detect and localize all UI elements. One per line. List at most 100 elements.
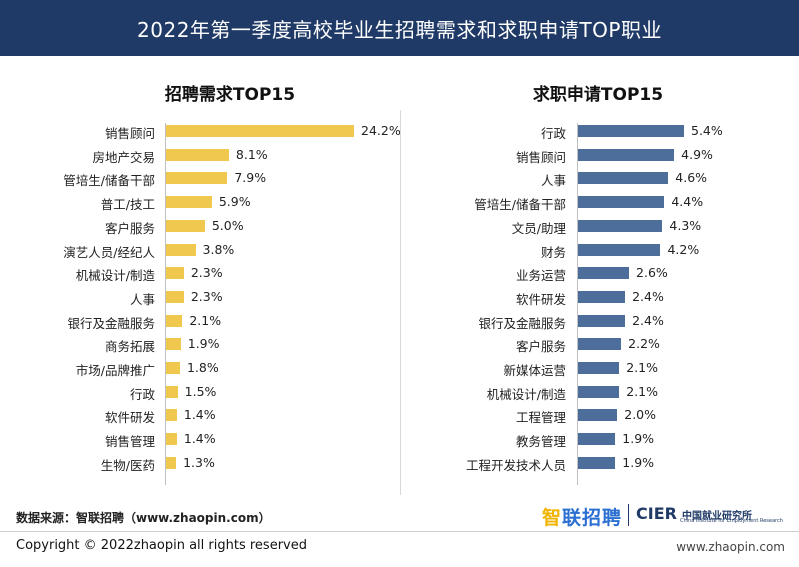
value-label: 2.4% bbox=[632, 312, 664, 328]
category-label: 生物/医药 bbox=[100, 457, 155, 473]
category-label: 银行及金融服务 bbox=[478, 315, 566, 331]
value-label: 2.3% bbox=[190, 265, 223, 281]
bar bbox=[578, 456, 616, 469]
value-label: 1.9% bbox=[187, 336, 220, 352]
category-label: 普工/技工 bbox=[100, 197, 155, 213]
category-label: 演艺人员/经纪人 bbox=[63, 244, 155, 260]
value-label: 4.2% bbox=[667, 241, 700, 257]
category-label: 管培生/储备干部 bbox=[63, 173, 155, 189]
cier-logo-en: China Institute for Employment Research bbox=[680, 518, 783, 524]
zhaopin-logo-char: 智 bbox=[542, 507, 563, 529]
bar bbox=[578, 362, 620, 374]
zhaopin-logo-text: 联招聘 bbox=[562, 507, 623, 529]
bar bbox=[578, 172, 669, 185]
bar bbox=[578, 267, 630, 280]
value-label: 2.1% bbox=[189, 312, 222, 328]
category-label: 教务管理 bbox=[515, 434, 566, 450]
category-label: 新媒体运营 bbox=[503, 363, 566, 378]
value-label: 3.8% bbox=[202, 241, 235, 257]
value-label: 2.2% bbox=[628, 336, 660, 352]
cier-logo-cn: 中国就业研究所 bbox=[682, 511, 753, 522]
category-label: 客户服务 bbox=[515, 339, 566, 355]
chart-divider bbox=[400, 110, 401, 495]
bar bbox=[578, 409, 618, 422]
bar bbox=[166, 267, 184, 280]
logo-divider bbox=[628, 504, 629, 526]
bar bbox=[166, 385, 178, 398]
category-label: 客户服务 bbox=[104, 220, 155, 236]
bar bbox=[578, 290, 626, 303]
value-label: 1.4% bbox=[183, 407, 216, 423]
value-label: 4.6% bbox=[675, 170, 708, 186]
value-label: 2.0% bbox=[624, 407, 657, 423]
bar bbox=[166, 243, 196, 256]
website-url: www.zhaopin.com bbox=[676, 540, 785, 554]
value-label: 5.4% bbox=[691, 123, 723, 138]
value-label: 1.3% bbox=[183, 454, 215, 470]
value-label: 1.4% bbox=[183, 431, 216, 447]
cier-logo-text: CIER bbox=[636, 504, 677, 523]
value-label: 2.1% bbox=[626, 360, 658, 375]
category-label: 工程管理 bbox=[515, 410, 566, 426]
data-source-note: 数据来源：智联招聘（www.zhaopin.com） bbox=[16, 511, 271, 525]
category-label: 软件研发 bbox=[515, 291, 566, 307]
bar bbox=[578, 385, 620, 398]
bar bbox=[578, 196, 665, 209]
value-label: 2.1% bbox=[626, 383, 658, 399]
left-chart-title: 招聘需求TOP15 bbox=[164, 85, 296, 105]
category-label: 销售管理 bbox=[104, 434, 155, 450]
value-label: 4.4% bbox=[671, 194, 704, 210]
value-label: 8.1% bbox=[235, 146, 268, 162]
value-label: 2.3% bbox=[190, 288, 223, 304]
bar bbox=[166, 172, 228, 185]
category-label: 软件研发 bbox=[104, 410, 155, 426]
right-chart-title: 求职申请TOP15 bbox=[532, 85, 664, 105]
value-label: 1.9% bbox=[622, 431, 655, 447]
category-label: 机械设计/制造 bbox=[486, 386, 566, 402]
value-label: 1.5% bbox=[184, 383, 217, 399]
bar bbox=[578, 243, 661, 256]
page-title: 2022年第一季度高校毕业生招聘需求和求职申请TOP职业 bbox=[137, 17, 662, 42]
category-label: 行政 bbox=[540, 126, 566, 141]
category-label: 人事 bbox=[540, 173, 566, 189]
copyright-text: Copyright © 2022zhaopin all rights reser… bbox=[16, 538, 307, 553]
bar bbox=[166, 290, 184, 303]
category-label: 财务 bbox=[540, 244, 566, 260]
bar bbox=[578, 314, 626, 327]
category-label: 工程开发技术人员 bbox=[465, 457, 566, 473]
bar bbox=[578, 433, 616, 446]
bar bbox=[166, 433, 177, 446]
bar bbox=[166, 362, 180, 374]
category-label: 商务拓展 bbox=[104, 339, 155, 355]
category-label: 人事 bbox=[129, 291, 155, 307]
bar bbox=[578, 338, 622, 351]
value-label: 2.4% bbox=[632, 288, 664, 304]
category-label: 市场/品牌推广 bbox=[75, 363, 155, 378]
bar bbox=[166, 456, 177, 469]
value-label: 5.0% bbox=[211, 217, 244, 233]
category-label: 销售顾问 bbox=[515, 149, 566, 165]
bar bbox=[578, 125, 684, 137]
category-label: 销售顾问 bbox=[104, 126, 155, 141]
value-label: 4.9% bbox=[681, 146, 713, 162]
bar bbox=[166, 219, 205, 232]
category-label: 管培生/储备干部 bbox=[474, 197, 566, 213]
bar bbox=[578, 148, 675, 161]
category-label: 文员/助理 bbox=[511, 220, 566, 236]
bar bbox=[578, 219, 663, 232]
bar bbox=[166, 148, 229, 161]
footer-divider bbox=[0, 531, 799, 532]
category-label: 业务运营 bbox=[515, 268, 566, 284]
zhaopin-logo: 智联招聘 bbox=[542, 503, 622, 530]
chart-axis bbox=[165, 123, 166, 485]
bar bbox=[166, 409, 177, 422]
bar bbox=[166, 196, 212, 209]
bar bbox=[166, 314, 183, 327]
value-label: 4.3% bbox=[669, 217, 702, 233]
value-label: 5.9% bbox=[218, 194, 251, 210]
cier-logo: CIER 中国就业研究所 China Institute for Employm… bbox=[636, 504, 783, 524]
category-label: 行政 bbox=[129, 386, 155, 402]
value-label: 1.9% bbox=[622, 454, 655, 470]
category-label: 机械设计/制造 bbox=[75, 268, 155, 284]
bar bbox=[166, 338, 181, 351]
